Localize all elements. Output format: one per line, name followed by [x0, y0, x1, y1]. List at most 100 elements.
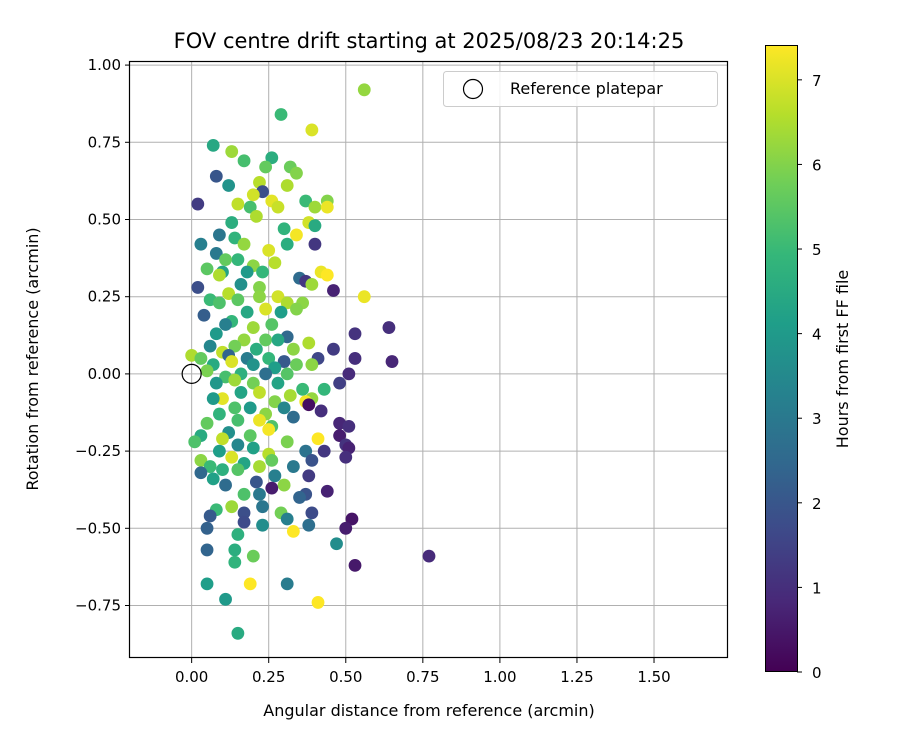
data-point [262, 423, 276, 436]
legend-label: Reference platepar [510, 79, 663, 98]
data-point [348, 352, 362, 365]
data-point [268, 395, 282, 409]
data-point [206, 138, 220, 152]
data-point [262, 243, 276, 257]
data-point [231, 463, 245, 477]
x-tick-label: 0.75 [406, 668, 439, 686]
data-point [302, 469, 316, 483]
data-point [308, 200, 322, 214]
colorbar-tick-label: 3 [812, 410, 822, 428]
data-point [286, 524, 300, 538]
data-point [305, 123, 319, 137]
data-point [243, 401, 257, 415]
data-point [228, 231, 242, 245]
data-point [382, 321, 396, 334]
data-point [237, 333, 251, 347]
x-tick-label: 1.50 [637, 668, 670, 686]
data-point [320, 484, 334, 498]
data-point [228, 339, 242, 353]
data-point [249, 210, 263, 223]
data-point [253, 413, 266, 427]
data-point [280, 296, 294, 310]
data-point [212, 228, 226, 242]
data-point [339, 521, 353, 535]
data-point [200, 262, 214, 276]
data-point [348, 558, 362, 572]
data-point [308, 237, 322, 251]
data-point [280, 512, 294, 526]
data-point [302, 398, 316, 412]
data-point [200, 364, 214, 378]
data-point [203, 460, 217, 473]
y-tick-label: 0.50 [88, 210, 121, 228]
data-point [231, 528, 245, 541]
data-point [256, 500, 269, 514]
data-point [283, 389, 297, 402]
grid-lines [130, 62, 728, 658]
data-point [200, 543, 214, 557]
data-point [246, 441, 260, 455]
data-point [191, 197, 205, 211]
y-axis-label: Rotation from reference (arcmin) [23, 227, 42, 490]
data-point [286, 460, 300, 473]
data-point [280, 435, 294, 449]
data-point [225, 355, 239, 368]
y-tick-label: −0.50 [75, 519, 121, 537]
data-point [317, 444, 331, 458]
data-point [268, 469, 282, 483]
data-point [280, 237, 294, 251]
data-point [265, 481, 279, 495]
data-point [240, 265, 254, 279]
data-point [308, 219, 322, 233]
data-point [231, 626, 245, 640]
data-point [203, 339, 217, 353]
data-point [311, 596, 325, 609]
data-point [268, 256, 282, 270]
data-point [222, 287, 236, 301]
data-point [225, 500, 239, 514]
chart-title: FOV centre drift starting at 2025/08/23 … [174, 29, 685, 53]
data-point [253, 281, 266, 294]
legend: Reference platepar [443, 71, 718, 107]
data-point [200, 577, 214, 591]
data-point [317, 382, 331, 396]
data-point [277, 355, 291, 368]
data-point [256, 518, 269, 532]
data-point [305, 453, 319, 467]
y-tick-label: 1.00 [88, 56, 121, 74]
data-point [286, 410, 300, 424]
data-point [259, 333, 273, 347]
data-point [271, 200, 285, 214]
data-point [212, 268, 226, 282]
data-point [200, 416, 214, 430]
data-point [231, 253, 245, 267]
data-point [290, 228, 303, 242]
y-tick-label: 0.75 [88, 133, 121, 151]
x-tick-label: 0.00 [175, 668, 208, 686]
data-point [357, 83, 371, 97]
data-point [311, 432, 325, 446]
data-point [237, 515, 251, 529]
data-point [231, 413, 245, 427]
data-point [243, 429, 257, 443]
legend-marker-icon [462, 78, 484, 100]
data-point [234, 386, 248, 399]
data-point [228, 555, 242, 569]
data-point [249, 475, 263, 489]
data-point [222, 179, 236, 192]
data-point [256, 265, 269, 279]
data-point [212, 407, 226, 421]
data-point [219, 478, 232, 492]
data-point [209, 247, 223, 260]
data-point [191, 281, 205, 294]
data-point [280, 577, 294, 591]
data-point [234, 277, 248, 291]
data-point [228, 373, 242, 387]
data-point [219, 318, 232, 331]
data-point [265, 318, 279, 331]
data-point [219, 592, 232, 606]
data-point [253, 460, 266, 473]
colorbar-tick-label: 7 [812, 72, 822, 90]
x-tick-label: 0.50 [329, 668, 362, 686]
